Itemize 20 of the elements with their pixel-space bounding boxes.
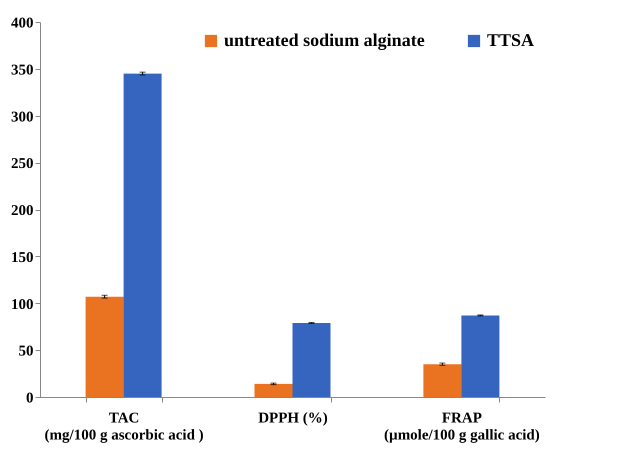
x-tick-label: TAC (mg/100 g ascorbic acid )	[44, 410, 204, 444]
y-tick-label: 200	[11, 203, 34, 219]
x-tick-label: DPPH (%)	[258, 410, 328, 426]
y-tick-label: 0	[26, 390, 34, 406]
y-tick-label: 300	[11, 109, 34, 126]
x-tick-label: FRAP (µmole/100 g gallic acid)	[384, 410, 540, 444]
bar	[86, 296, 124, 397]
bar	[461, 315, 500, 397]
y-tick-label: 100	[11, 296, 34, 313]
bar	[254, 384, 292, 397]
bar	[124, 74, 162, 397]
y-tick-label: 150	[11, 250, 34, 266]
y-tick-label: 250	[11, 156, 34, 172]
bar	[292, 322, 330, 397]
y-tick-label: 350	[11, 62, 34, 78]
y-tick-label: 400	[11, 16, 34, 32]
legend-label: untreated sodium alginate	[224, 30, 425, 50]
y-tick-label: 50	[18, 344, 34, 360]
bar	[423, 364, 462, 397]
legend-label: TTSA	[487, 30, 534, 50]
